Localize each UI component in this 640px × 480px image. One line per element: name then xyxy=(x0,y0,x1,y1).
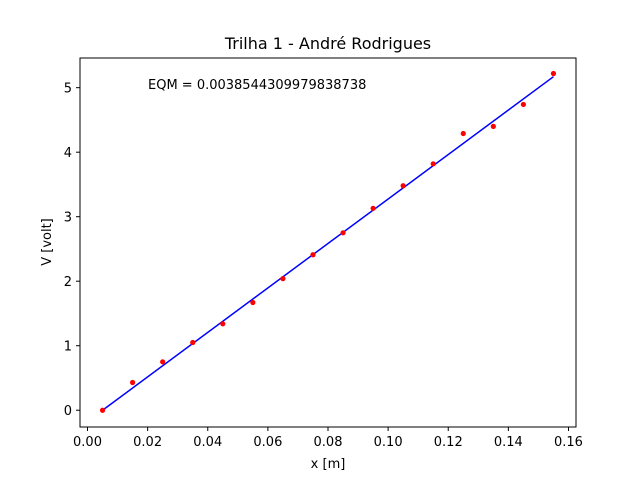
data-point xyxy=(130,379,136,386)
y-tick-label: 4 xyxy=(64,146,72,161)
data-point xyxy=(310,252,316,258)
x-tick-label: 0.14 xyxy=(494,435,523,450)
plot-area xyxy=(99,70,557,413)
x-tick-label: 0.06 xyxy=(253,435,282,450)
chart-title: Trilha 1 - André Rodrigues xyxy=(224,34,431,53)
x-axis-label: x [m] xyxy=(311,457,346,472)
data-point xyxy=(160,359,166,365)
data-point xyxy=(280,276,286,282)
data-point xyxy=(460,130,466,137)
data-point xyxy=(220,321,226,327)
data-point xyxy=(550,70,557,77)
x-tick-label: 0.12 xyxy=(434,435,463,450)
data-point xyxy=(430,161,436,167)
y-axis: 0 1 2 3 4 5 xyxy=(64,82,80,419)
data-point xyxy=(340,230,346,236)
data-point xyxy=(250,299,256,306)
eqm-annotation: EQM = 0.0038544309979838738 xyxy=(148,78,366,93)
data-point xyxy=(400,183,406,189)
y-axis-label: V [volt] xyxy=(40,218,55,266)
fit-line xyxy=(102,76,554,411)
y-tick-label: 0 xyxy=(64,404,72,419)
x-tick-label: 0.00 xyxy=(73,435,102,450)
x-tick-label: 0.10 xyxy=(374,435,403,450)
x-tick-label: 0.16 xyxy=(554,435,583,450)
y-tick-label: 5 xyxy=(64,82,72,97)
data-point xyxy=(520,101,526,108)
data-point xyxy=(190,339,196,346)
y-tick-label: 1 xyxy=(64,340,72,355)
x-tick-label: 0.08 xyxy=(314,435,343,450)
y-tick-label: 3 xyxy=(64,211,72,226)
data-point xyxy=(370,205,376,211)
y-tick-label: 2 xyxy=(64,275,72,290)
data-point xyxy=(490,123,496,129)
x-axis: 0.00 0.02 0.04 0.06 0.08 0.10 0.12 0.14 0.16 xyxy=(73,427,583,450)
x-tick-label: 0.02 xyxy=(133,435,162,450)
x-tick-label: 0.04 xyxy=(193,435,222,450)
data-point xyxy=(99,407,106,413)
